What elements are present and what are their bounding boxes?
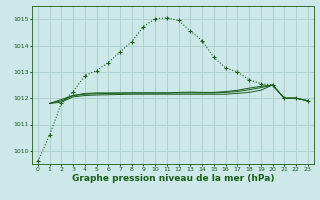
X-axis label: Graphe pression niveau de la mer (hPa): Graphe pression niveau de la mer (hPa) [72,174,274,183]
